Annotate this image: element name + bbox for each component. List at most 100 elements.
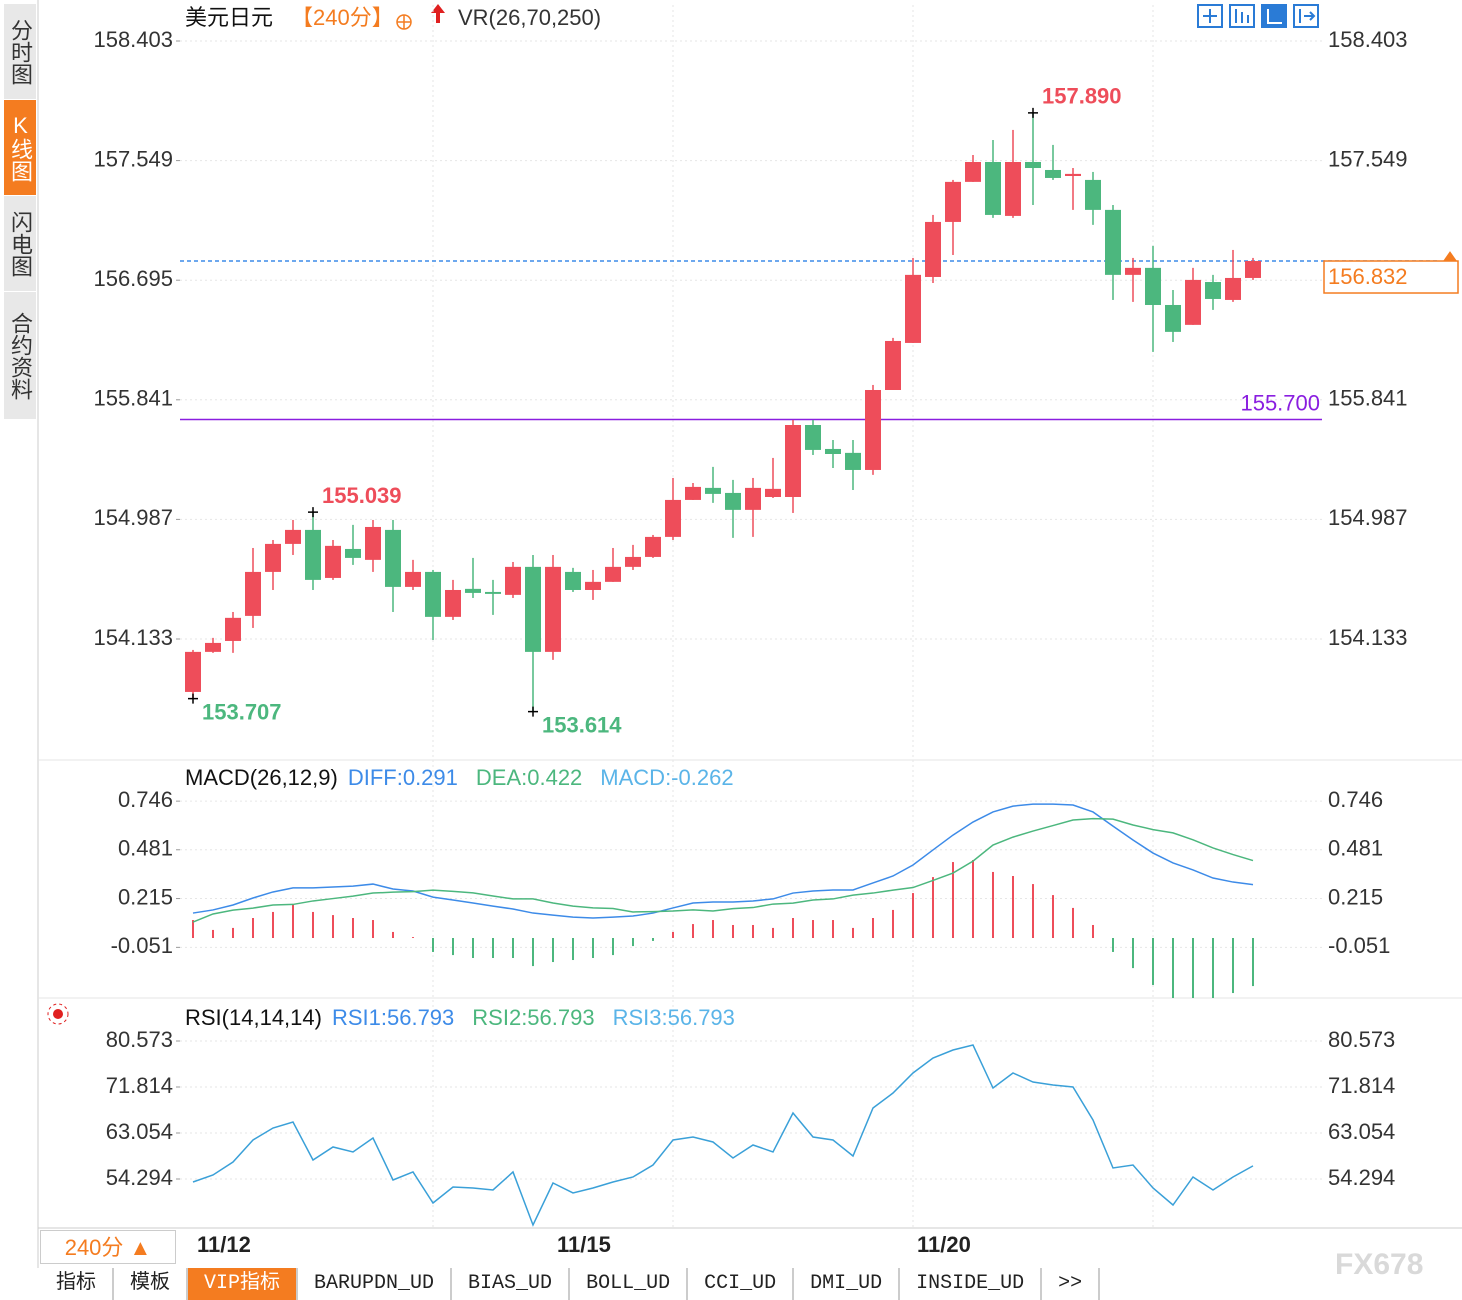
- last-price-box: [1323, 260, 1459, 294]
- y-tick-label-right: 0.481: [1328, 836, 1383, 861]
- side-tab[interactable]: 闪电图: [4, 196, 36, 292]
- candle-body: [1185, 279, 1201, 325]
- legend-label: 【240分】: [291, 5, 394, 30]
- y-tick-label: 158.403: [93, 27, 173, 52]
- bottom-tab[interactable]: BOLL_UD: [570, 1268, 689, 1300]
- legend-label: RSI1:56.793: [332, 1005, 454, 1030]
- candle-body: [565, 571, 581, 590]
- candle-body: [965, 161, 981, 182]
- candle-body: [505, 566, 521, 595]
- y-tick-label: 0.481: [118, 836, 173, 861]
- legend-label: MACD:-0.262: [600, 765, 733, 790]
- candle-body: [605, 566, 621, 582]
- y-tick-label-right: 154.133: [1328, 625, 1408, 650]
- y-tick-label-right: 80.573: [1328, 1027, 1395, 1052]
- y-tick-label: -0.051: [111, 933, 173, 958]
- candle-body: [1205, 282, 1221, 299]
- candle-body: [265, 543, 281, 572]
- candle-body: [205, 642, 221, 652]
- legend-label: 美元日元: [185, 5, 273, 30]
- y-tick-label-right: -0.051: [1328, 933, 1390, 958]
- candle-body: [645, 536, 661, 557]
- candle-body: [305, 529, 321, 580]
- y-tick-label-right: 0.746: [1328, 787, 1383, 812]
- candle-body: [885, 340, 901, 390]
- candle-body: [1045, 169, 1061, 178]
- candle-body: [865, 389, 881, 470]
- y-tick-label-right: 158.403: [1328, 27, 1408, 52]
- candle-body: [805, 425, 821, 450]
- indicator-label: VR(26,70,250): [458, 5, 601, 30]
- y-tick-label: 54.294: [106, 1165, 173, 1190]
- candle-body: [185, 651, 201, 692]
- candle-body: [945, 181, 961, 222]
- candle-body: [845, 452, 861, 470]
- candle-body: [785, 425, 801, 497]
- panel-title: MACD(26,12,9): [185, 765, 338, 790]
- y-tick-label: 0.215: [118, 884, 173, 909]
- macd-line: [192, 803, 1254, 919]
- candle-body: [445, 589, 461, 617]
- candle-body: [905, 274, 921, 343]
- y-tick-label: 80.573: [106, 1027, 173, 1052]
- y-tick-label: 156.695: [93, 266, 173, 291]
- side-tab[interactable]: 合约资料: [4, 292, 36, 420]
- candle-body: [1005, 161, 1021, 216]
- last-price-label: 156.832: [1328, 264, 1408, 289]
- y-tick-label-right: 157.549: [1328, 146, 1408, 171]
- extreme-cross: [188, 693, 198, 704]
- candle-body: [765, 488, 781, 497]
- candle-body: [745, 487, 761, 510]
- candle-body: [1245, 261, 1261, 278]
- bottom-tab[interactable]: BARUPDN_UD: [298, 1268, 453, 1300]
- bottom-tab[interactable]: INSIDE_UD: [900, 1268, 1043, 1300]
- rsi-icon: [47, 1003, 69, 1025]
- candle-body: [725, 492, 741, 510]
- extreme-cross: [1028, 107, 1038, 118]
- y-tick-label: 71.814: [106, 1073, 173, 1098]
- candle-body: [685, 486, 701, 500]
- extreme-label: 155.039: [322, 483, 402, 508]
- y-tick-label: 63.054: [106, 1119, 173, 1144]
- legend-label: DIFF:0.291: [348, 765, 458, 790]
- level-label: 155.700: [1240, 390, 1320, 415]
- bottom-tab[interactable]: DMI_UD: [794, 1268, 901, 1300]
- bottom-tab[interactable]: BIAS_UD: [452, 1268, 571, 1300]
- extreme-cross: [528, 706, 538, 717]
- panel-title: RSI(14,14,14): [185, 1005, 322, 1030]
- bottom-tab[interactable]: >>: [1042, 1268, 1101, 1300]
- candle-body: [1145, 267, 1161, 305]
- period-selector[interactable]: 240分 ▲: [40, 1230, 176, 1264]
- bottom-tabs: 指标 模板 VIP指标 BARUPDN_UD BIAS_UD BOLL_UD CCI_UD D…: [40, 1268, 1101, 1300]
- candle-body: [285, 529, 301, 544]
- extreme-cross: [308, 507, 318, 518]
- bottom-tab[interactable]: CCI_UD: [688, 1268, 795, 1300]
- y-tick-label: 157.549: [93, 146, 173, 171]
- candle-body: [665, 499, 681, 537]
- extreme-label: 153.614: [542, 712, 622, 737]
- side-tab[interactable]: 分时图: [4, 4, 36, 100]
- legend-label: RSI2:56.793: [472, 1005, 594, 1030]
- rsi-line: [192, 1044, 1254, 1227]
- candle-body: [925, 221, 941, 277]
- y-tick-label-right: 155.841: [1328, 386, 1408, 411]
- bottom-tab[interactable]: 模板: [114, 1268, 188, 1300]
- candle-body: [365, 526, 381, 560]
- x-tick-label: 11/20: [917, 1232, 971, 1257]
- candle-body: [1065, 173, 1081, 176]
- bottom-tab[interactable]: 指标: [40, 1268, 114, 1300]
- extreme-label: 157.890: [1042, 84, 1122, 109]
- macd-line: [192, 817, 1254, 923]
- y-tick-label: 0.746: [118, 787, 173, 812]
- y-tick-label-right: 71.814: [1328, 1073, 1395, 1098]
- x-tick-label: 11/12: [197, 1232, 251, 1257]
- extreme-label: 153.707: [202, 699, 282, 724]
- candle-body: [1225, 277, 1241, 300]
- bottom-tab[interactable]: VIP指标: [188, 1268, 299, 1300]
- candle-body: [225, 617, 241, 641]
- y-tick-label-right: 0.215: [1328, 884, 1383, 909]
- candle-body: [625, 556, 641, 567]
- side-tab[interactable]: K线图: [4, 100, 36, 196]
- y-tick-label-right: 154.987: [1328, 505, 1408, 530]
